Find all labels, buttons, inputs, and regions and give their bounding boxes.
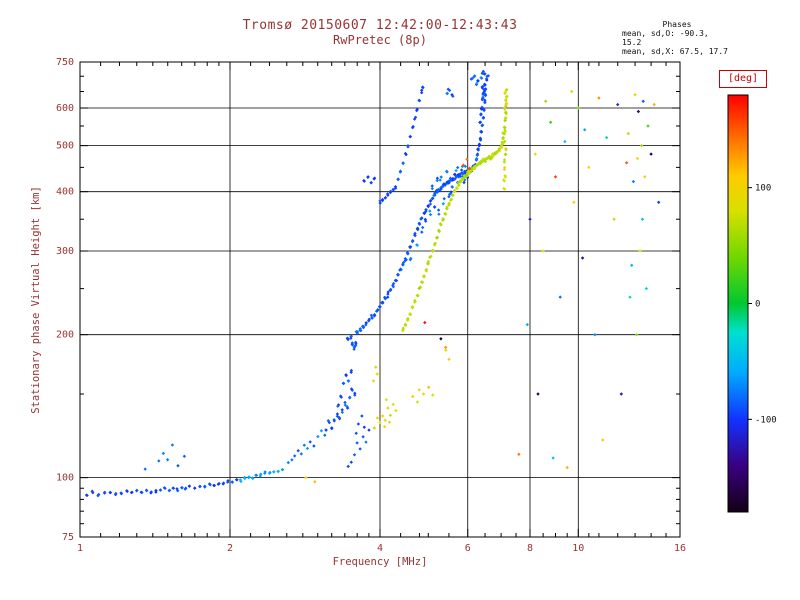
svg-text:300: 300 [56, 246, 74, 257]
svg-text:75: 75 [62, 532, 74, 543]
phase-stats-block: Phases mean, sd,O: -90.3, 15.2 mean, sd,… [622, 20, 732, 56]
trace-e-layer-trace [84, 478, 239, 498]
trace-fof2-asymptote [474, 82, 488, 162]
phases-o-stats: mean, sd,O: -90.3, 15.2 [622, 29, 709, 47]
trace-es-cluster [324, 368, 357, 432]
trace-e-outliers [143, 429, 327, 471]
trace-x-low-scatter [371, 348, 451, 430]
trace-f1-cusp-branch [362, 85, 425, 205]
svg-text:0: 0 [755, 300, 760, 310]
svg-text:750: 750 [56, 57, 74, 68]
svg-text:-100: -100 [755, 415, 777, 425]
svg-text:400: 400 [56, 187, 74, 198]
colorbar-units-label: [deg] [719, 70, 767, 88]
svg-text:10: 10 [572, 543, 584, 554]
svg-text:100: 100 [56, 473, 74, 484]
axis-ticks [80, 62, 680, 537]
svg-text:8: 8 [527, 543, 533, 554]
trace-x-asymptote-spread [502, 90, 509, 191]
svg-text:2: 2 [227, 543, 233, 554]
colorbar: 100 0 -100 [727, 94, 777, 513]
svg-text:600: 600 [56, 103, 74, 114]
svg-text:16: 16 [674, 543, 686, 554]
scatter-points [84, 69, 661, 498]
phases-x-stats: mean, sd,X: 67.5, 17.7 [622, 47, 728, 56]
tick-labels: 1 2 4 6 8 10 16 75 100 200 300 400 500 600 750 [56, 57, 686, 554]
svg-text:6: 6 [465, 543, 471, 554]
trace-topside-spread [445, 69, 490, 98]
svg-text:500: 500 [56, 141, 74, 152]
trace-x-trace [401, 88, 509, 333]
trace-f-o-trace [345, 163, 478, 351]
trace-mid-low-blue [346, 414, 371, 469]
trace-e-layer-cyan-end [238, 467, 285, 484]
noise-points [304, 89, 661, 484]
svg-text:100: 100 [755, 184, 771, 194]
svg-text:4: 4 [377, 543, 383, 554]
y-axis-label: Stationary phase Virtual Height [km] [30, 186, 42, 414]
svg-text:1: 1 [77, 543, 83, 554]
plot-title: Tromsø 20150607 12:42:00-12:43:43 [242, 18, 518, 33]
x-axis-label: Frequency [MHz] [332, 556, 428, 568]
plot-subtitle: RwPretec (8p) [333, 33, 427, 47]
phases-header: Phases [662, 20, 692, 29]
svg-text:200: 200 [56, 330, 74, 341]
gridlines [80, 62, 680, 537]
trace-f-o-spread [408, 164, 470, 262]
